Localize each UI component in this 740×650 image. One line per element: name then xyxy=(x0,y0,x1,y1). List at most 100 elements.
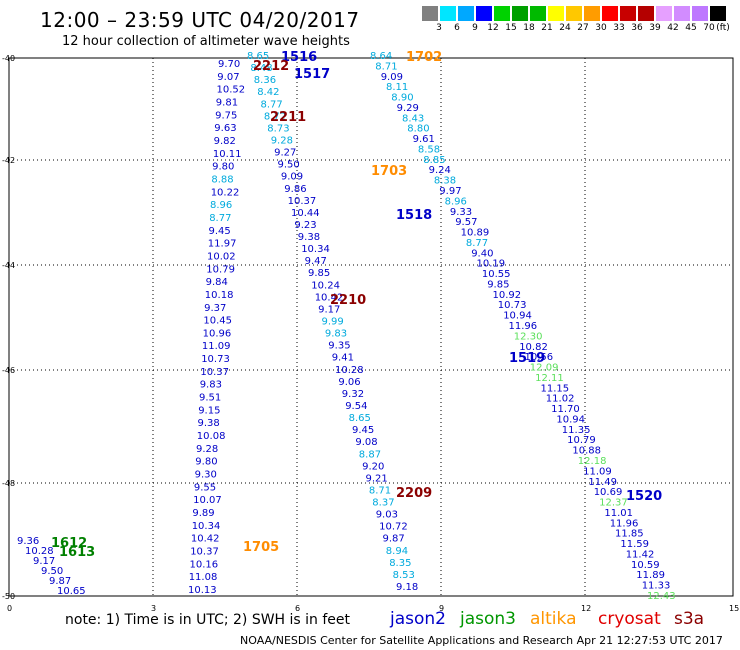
wave-height-value: 9.03 xyxy=(376,510,398,521)
lon-tick-label: 15 xyxy=(729,604,739,613)
wave-height-value: 8.87 xyxy=(359,449,381,460)
scale-label: 27 xyxy=(577,23,589,33)
wave-height-value: 10.82 xyxy=(519,342,548,353)
wave-height-value: 12.18 xyxy=(578,456,607,467)
wave-height-value: 9.28 xyxy=(196,444,218,455)
pass-time-label: 1516 xyxy=(281,50,317,65)
wave-height-value: 10.96 xyxy=(203,328,232,339)
wave-height-value: 9.89 xyxy=(192,508,214,519)
scale-label: 21 xyxy=(541,23,553,33)
lat-tick-label: -44 xyxy=(2,261,15,270)
wave-height-value: 9.45 xyxy=(209,226,231,237)
wave-height-value: 10.28 xyxy=(25,546,54,557)
wave-height-value: 8.38 xyxy=(434,176,456,187)
wave-height-value: 9.50 xyxy=(41,566,63,577)
wave-height-value: 9.28 xyxy=(271,136,293,147)
scale-swatch xyxy=(692,6,708,21)
lat-tick-label: -40 xyxy=(2,54,15,63)
wave-height-value: 9.97 xyxy=(439,186,461,197)
wave-height-value: 9.85 xyxy=(308,268,330,279)
wave-height-value: 8.96 xyxy=(210,200,232,211)
pass-time-label: 1703 xyxy=(371,164,407,179)
wave-height-value: 10.73 xyxy=(498,300,527,311)
pass-time-label: 1702 xyxy=(406,50,442,65)
wave-height-value: 8.48 xyxy=(250,63,272,74)
pass-time-label: 2209 xyxy=(396,486,432,501)
wave-height-value: 9.40 xyxy=(471,248,493,259)
wave-height-value: 10.16 xyxy=(190,559,219,570)
scale-label: 42 xyxy=(667,23,679,33)
wave-height-value: 9.81 xyxy=(216,98,238,109)
wave-height-value: 8.71 xyxy=(375,61,397,72)
wave-height-value: 9.23 xyxy=(294,220,316,231)
wave-height-value: 8.43 xyxy=(402,113,424,124)
scale-swatch xyxy=(422,6,438,21)
wave-height-value: 9.87 xyxy=(383,534,405,545)
wave-height-value: 11.01 xyxy=(604,508,633,519)
legend-altika: altika xyxy=(530,609,577,629)
wave-height-value: 9.99 xyxy=(322,317,344,328)
wave-height-value: 9.41 xyxy=(332,353,354,364)
wave-height-value: 11.35 xyxy=(562,425,591,436)
pass-time-label: 1518 xyxy=(396,208,432,223)
wave-height-value: 10.44 xyxy=(291,208,320,219)
wave-height-value: 9.80 xyxy=(212,162,234,173)
wave-height-value: 9.57 xyxy=(455,217,477,228)
scale-label: 9 xyxy=(472,23,478,33)
wave-height-value: 9.38 xyxy=(298,232,320,243)
scale-swatch xyxy=(638,6,654,21)
wave-height-value: 8.11 xyxy=(386,82,408,93)
wave-height-value: 9.27 xyxy=(274,148,296,159)
legend-jason3: jason3 xyxy=(460,609,516,629)
wave-height-value: 8.77 xyxy=(209,213,231,224)
wave-height-value: 10.34 xyxy=(301,244,330,255)
scale-label: 6 xyxy=(454,23,460,33)
wave-height-value: 10.94 xyxy=(556,415,585,426)
wave-height-value: 8.73 xyxy=(267,123,289,134)
wave-height-value: 10.52 xyxy=(217,85,246,96)
wave-height-value: 8.36 xyxy=(254,75,276,86)
wave-height-value: 11.09 xyxy=(583,466,612,477)
scale-swatch xyxy=(476,6,492,21)
wave-height-value: 9.33 xyxy=(450,207,472,218)
wave-height-value: 10.07 xyxy=(193,495,222,506)
wave-height-value: 10.73 xyxy=(201,354,230,365)
wave-height-value: 8.72 xyxy=(264,111,286,122)
wave-height-value: 10.28 xyxy=(335,365,364,376)
wave-height-value: 9.32 xyxy=(342,389,364,400)
wave-height-value: 11.02 xyxy=(546,394,575,405)
pass-time-label: 1613 xyxy=(59,545,95,560)
wave-height-value: 10.79 xyxy=(567,435,596,446)
pass-time-label: 2211 xyxy=(270,110,306,125)
wave-height-value: 9.84 xyxy=(206,277,228,288)
wave-height-value: 10.34 xyxy=(192,521,221,532)
wave-height-value: 9.55 xyxy=(194,482,216,493)
wave-height-value: 10.45 xyxy=(203,316,232,327)
wave-height-value: 10.24 xyxy=(311,280,340,291)
wave-height-value: 8.80 xyxy=(407,124,429,135)
legend-s3a: s3a xyxy=(674,609,705,629)
scale-swatch xyxy=(620,6,636,21)
wave-height-value: 12.09 xyxy=(530,363,559,374)
wave-height-value: 8.58 xyxy=(418,145,440,156)
wave-height-value: 11.59 xyxy=(620,539,649,550)
wave-height-value: 10.42 xyxy=(191,534,220,545)
wave-height-tracks: 9.70 9.07 10.52 9.819.75 9.63 9.82 10.11 9.80 8.… xyxy=(17,51,676,602)
wave-height-value: 8.37 xyxy=(372,498,394,509)
lat-tick-label: -50 xyxy=(2,592,15,601)
wave-height-value: 10.42 xyxy=(315,292,344,303)
scale-label: 39 xyxy=(649,23,661,33)
wave-height-value: 11.42 xyxy=(626,550,655,561)
wave-height-value: 10.89 xyxy=(461,228,490,239)
wave-height-value: 9.54 xyxy=(345,401,367,412)
wave-height-value: 9.21 xyxy=(366,473,388,484)
wave-height-value: 12.37 xyxy=(599,498,628,509)
lat-tick-label: -46 xyxy=(2,366,15,375)
wave-height-value: 9.70 xyxy=(218,59,240,70)
wave-height-value: 10.69 xyxy=(594,487,623,498)
pass-time-label: 2210 xyxy=(330,293,366,308)
wave-height-value: 11.49 xyxy=(588,477,617,488)
wave-height-value: 11.08 xyxy=(189,572,218,583)
wave-height-value: 10.37 xyxy=(288,196,317,207)
